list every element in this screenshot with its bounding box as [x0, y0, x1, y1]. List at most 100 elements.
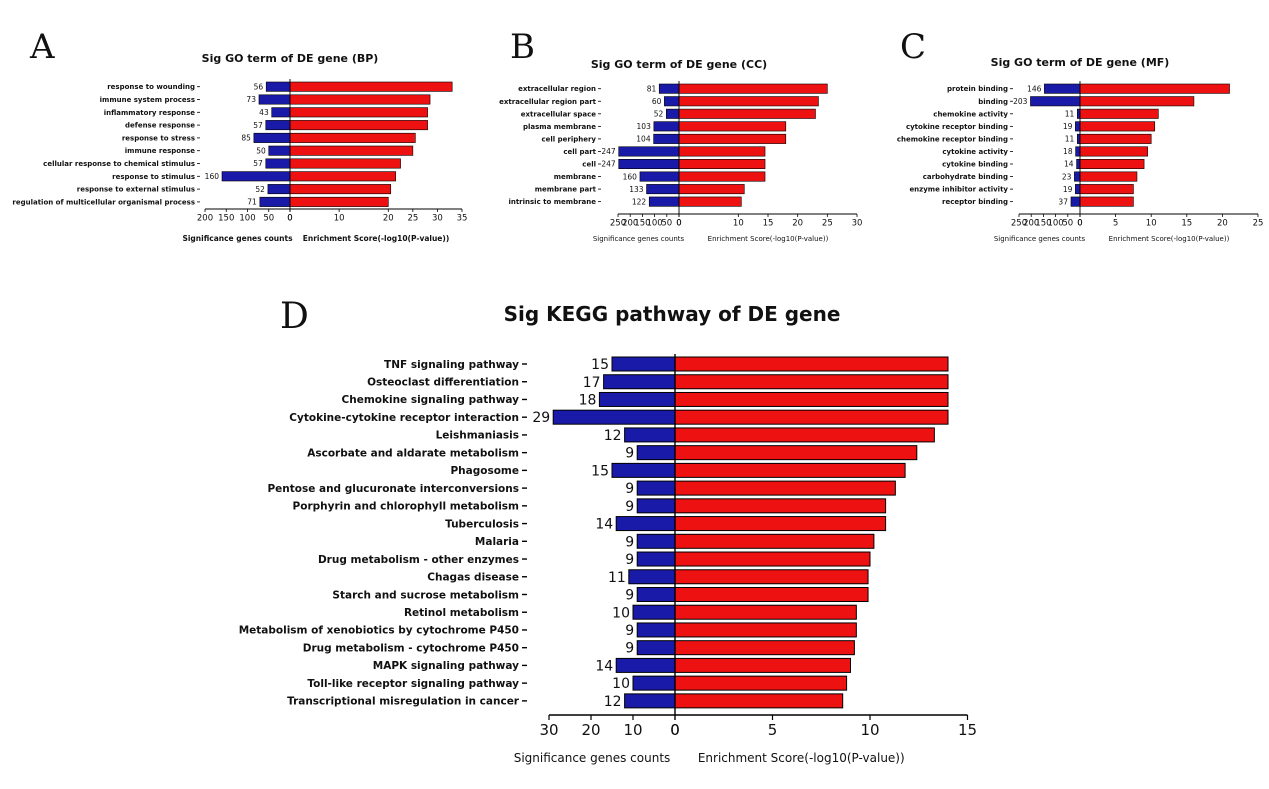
category-label-phagosome: Phagosome [450, 465, 519, 477]
category-label-drug-metabolism-other-enzymes: Drug metabolism - other enzymes [318, 554, 519, 566]
right-tick-label: 10 [860, 721, 879, 739]
score-bar [674, 391, 949, 407]
score-bar [289, 94, 431, 105]
count-bar [1075, 184, 1081, 195]
right-tick-label: 10 [733, 219, 744, 229]
panel-letter: D [280, 296, 309, 337]
score-bar [289, 196, 389, 207]
category-label-extracellular-region: extracellular region [518, 85, 596, 93]
score-bar [289, 145, 414, 156]
right-tick-label: 25 [1253, 219, 1264, 229]
score-bar [1079, 121, 1156, 132]
score-bar [289, 132, 416, 143]
count-label: 11 [608, 570, 626, 586]
score-bar [1079, 196, 1134, 207]
count-bar [628, 569, 676, 585]
count-label: 203 [1013, 97, 1028, 106]
count-bar [603, 374, 676, 390]
score-bar [678, 196, 742, 207]
right-tick-label: 20 [792, 219, 803, 229]
right-tick-label: 20 [383, 214, 394, 224]
right-tick-label: 0 [670, 721, 680, 739]
score-bar [289, 81, 453, 92]
score-bar [1079, 83, 1230, 94]
score-bar [674, 640, 855, 656]
panel-a: A Sig GO term of DE gene (BP) 56 response t… [12, 27, 467, 243]
right-tick-label: 10 [334, 214, 345, 224]
count-bar [666, 108, 680, 119]
score-bar [289, 107, 428, 118]
count-bar [653, 133, 680, 144]
left-tick-label: 100 [1047, 219, 1063, 229]
count-label: 12 [604, 694, 622, 710]
count-label: 73 [246, 95, 256, 104]
category-label-protein-binding: protein binding [947, 85, 1008, 93]
category-label-leishmaniasis: Leishmaniasis [436, 430, 519, 442]
category-label-chemokine-activity: chemokine activity [933, 110, 1008, 118]
category-label-cytokine-cytokine-receptor-interaction: Cytokine-cytokine receptor interaction [289, 412, 519, 424]
count-label: 15 [591, 357, 609, 373]
x-axis-label-right: Enrichment Score(-log10(P-value)) [698, 751, 905, 765]
category-label-extracellular-space: extracellular space [521, 110, 597, 118]
count-label: 15 [591, 463, 609, 479]
count-bar [658, 83, 680, 94]
right-tick-label: 0 [1077, 219, 1082, 229]
panel-letter: A [29, 27, 55, 67]
count-label: 247 [601, 160, 616, 169]
chart-title: Sig KEGG pathway of DE gene [504, 302, 841, 326]
count-bar [552, 409, 676, 425]
count-bar [1076, 159, 1081, 170]
category-label-retinol-metabolism: Retinol metabolism [404, 607, 519, 619]
category-label-toll-like-receptor-signaling-pathway: Toll-like receptor signaling pathway [307, 678, 519, 690]
right-tick-label: 0 [287, 214, 292, 224]
count-bar [1075, 121, 1081, 132]
category-label-receptor-binding: receptor binding [942, 198, 1008, 206]
chart-title: Sig GO term of DE gene (MF) [991, 56, 1170, 69]
count-bar [646, 184, 680, 195]
score-bar [674, 551, 871, 567]
count-label: 17 [583, 375, 601, 391]
count-label: 85 [241, 134, 251, 143]
category-label-membrane-part: membrane part [535, 186, 597, 194]
score-bar [1079, 171, 1138, 182]
left-tick-label: 200 [1023, 219, 1039, 229]
category-label-metabolism-of-xenobiotics-by-cytochrome-p450: Metabolism of xenobiotics by cytochrome … [239, 625, 519, 637]
count-bar [1044, 83, 1081, 94]
right-tick-label: 5 [768, 721, 778, 739]
category-label-defense-response: defense response [125, 122, 195, 130]
count-label: 9 [625, 552, 634, 568]
score-bar [674, 462, 906, 478]
left-tick-label: 50 [1062, 219, 1073, 229]
left-tick-label: 10 [623, 721, 642, 739]
count-label: 50 [256, 146, 266, 155]
count-bar [611, 356, 676, 372]
count-label: 14 [595, 517, 613, 533]
count-label: 10 [612, 676, 630, 692]
count-label: 160 [623, 172, 638, 181]
category-label-chemokine-signaling-pathway: Chemokine signaling pathway [342, 394, 520, 406]
count-label: 18 [1063, 147, 1073, 156]
left-tick-label: 0 [287, 214, 292, 224]
x-axis-label-left: Significance genes counts [994, 235, 1086, 243]
category-label-response-to-wounding: response to wounding [107, 83, 195, 91]
panel-b: B Sig GO term of DE gene (CC) 81 extracellu… [499, 27, 862, 243]
score-bar [678, 184, 745, 195]
chart-title: Sig GO term of DE gene (BP) [202, 52, 379, 65]
category-label-drug-metabolism-cytochrome-p450: Drug metabolism - cytochrome P450 [303, 642, 519, 654]
count-bar [632, 604, 676, 620]
left-tick-label: 30 [539, 721, 558, 739]
category-label-cell-part: cell part [563, 148, 596, 156]
score-bar [1079, 133, 1152, 144]
left-tick-label: 20 [581, 721, 600, 739]
right-tick-label: 15 [1181, 219, 1192, 229]
score-bar [678, 133, 787, 144]
left-tick-label: 200 [622, 219, 638, 229]
score-bar [289, 158, 401, 169]
score-bar [674, 445, 918, 461]
category-label-carbohydrate-binding: carbohydrate binding [923, 173, 1008, 181]
right-tick-label: 30 [852, 219, 863, 229]
count-bar [618, 146, 680, 157]
score-bar [1079, 108, 1159, 119]
category-label-cellular-response-to-chemical-stimulus: cellular response to chemical stimulus [43, 160, 195, 168]
x-axis-label-right: Enrichment Score(-log10(P-value)) [303, 234, 450, 243]
